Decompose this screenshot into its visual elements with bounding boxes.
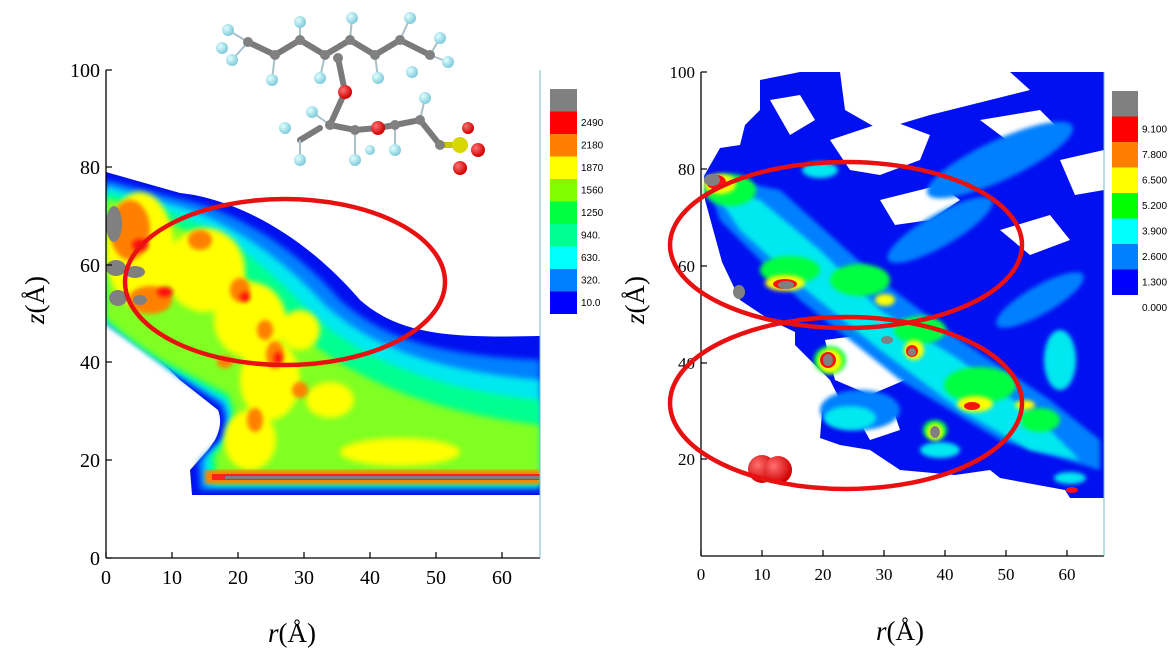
colorbar-swatch (1112, 269, 1138, 295)
right-y-axis-label: z(Å) (620, 276, 650, 325)
right-y-tick: 60 (678, 257, 695, 276)
right-x-tick: 10 (754, 565, 771, 584)
left-x-axis-var: r (268, 618, 279, 648)
right-y-tick: 100 (670, 63, 696, 82)
right-x-tick: 20 (815, 565, 832, 584)
colorbar-swatch (550, 224, 577, 247)
right-x-tick: 0 (697, 565, 706, 584)
left-x-axis-label: r(Å) (268, 618, 316, 648)
left-colorbar: 2490 2180 1870 1560 1250 940. 630. 320. 10.0 (550, 89, 604, 314)
colorbar-label: 2490 (581, 118, 604, 129)
colorbar-label: 5.200 (1142, 201, 1167, 212)
right-x-axis-unit: (Å) (887, 616, 924, 646)
right-x-axis-var: r (876, 616, 887, 646)
left-x-tick: 20 (228, 567, 248, 589)
colorbar-swatch (550, 156, 577, 179)
right-x-axis-label: r(Å) (876, 616, 924, 646)
left-y-tick: 100 (70, 60, 100, 82)
colorbar-label: 1.300 (1142, 277, 1167, 288)
colorbar-swatch (550, 179, 577, 202)
colorbar-label: 3.900 (1142, 226, 1167, 237)
colorbar-swatch (550, 201, 577, 224)
colorbar-label: 1560 (581, 185, 604, 196)
right-y-tick: 20 (678, 450, 695, 469)
right-highlight-ellipse-lower (667, 314, 1025, 492)
colorbar-label: 10.0 (581, 298, 601, 309)
colorbar-swatch (1112, 218, 1138, 244)
colorbar-swatch (1112, 116, 1138, 142)
left-x-tick: 0 (101, 567, 111, 589)
left-plot: 0 20 40 60 80 100 0 10 20 30 40 50 60 r(… (20, 60, 604, 648)
left-y-tick: 0 (90, 548, 100, 570)
colorbar-label: 1250 (581, 208, 604, 219)
right-x-tick: 60 (1059, 565, 1076, 584)
left-x-axis-unit: (Å) (279, 618, 316, 648)
left-y-axis-label: z(Å) (20, 276, 50, 325)
right-x-tick: 30 (876, 565, 893, 584)
colorbar-swatch (550, 89, 577, 112)
left-y-tick: 60 (80, 255, 100, 277)
left-y-tick: 20 (80, 450, 100, 472)
right-highlight-ellipse-upper (667, 159, 1025, 331)
left-highlight-ellipse (122, 196, 448, 368)
right-y-axis-var: z (620, 313, 650, 325)
left-y-tick: 40 (80, 352, 100, 374)
left-y-axis-var: z (20, 313, 50, 325)
right-y-axis-unit: (Å) (620, 276, 650, 313)
colorbar-swatch (1112, 244, 1138, 270)
colorbar-swatch (1112, 142, 1138, 168)
right-x-tick: 50 (998, 565, 1015, 584)
right-density-map (704, 72, 1104, 498)
colorbar-label: 7.800 (1142, 150, 1167, 161)
left-density-map (106, 172, 540, 495)
colorbar-swatch (1112, 167, 1138, 193)
left-x-tick: 30 (294, 567, 314, 589)
colorbar-swatch (550, 134, 577, 157)
colorbar-label: 6.500 (1142, 175, 1167, 186)
colorbar-label: 9.100 (1142, 124, 1167, 135)
colorbar-label: 1870 (581, 163, 604, 174)
colorbar-label: 320. (581, 275, 600, 286)
colorbar-label: 630. (581, 253, 600, 264)
left-x-tick: 60 (492, 567, 512, 589)
right-x-tick: 40 (937, 565, 954, 584)
colorbar-label: 940. (581, 230, 600, 241)
right-colorbar: 9.100 7.800 6.500 5.200 3.900 2.600 1.300 0.000 (1112, 91, 1167, 314)
colorbar-swatch (550, 246, 577, 269)
left-x-tick: 50 (426, 567, 446, 589)
colorbar-swatch (550, 291, 577, 314)
colorbar-swatch (550, 111, 577, 134)
molecule-illustration (216, 12, 485, 175)
left-x-tick: 10 (162, 567, 182, 589)
right-plot: 20 40 60 80 100 0 10 20 30 40 50 60 r(Å)… (620, 63, 1167, 646)
left-y-axis-unit: (Å) (20, 276, 50, 313)
colorbar-swatch (1112, 91, 1138, 117)
colorbar-label: 2180 (581, 140, 604, 151)
colorbar-label: 2.600 (1142, 252, 1167, 263)
right-y-tick: 80 (678, 160, 695, 179)
colorbar-swatch (550, 269, 577, 292)
left-y-tick: 80 (80, 157, 100, 179)
colorbar-label: 0.000 (1142, 303, 1167, 314)
colorbar-swatch (1112, 193, 1138, 219)
left-x-tick: 40 (360, 567, 380, 589)
